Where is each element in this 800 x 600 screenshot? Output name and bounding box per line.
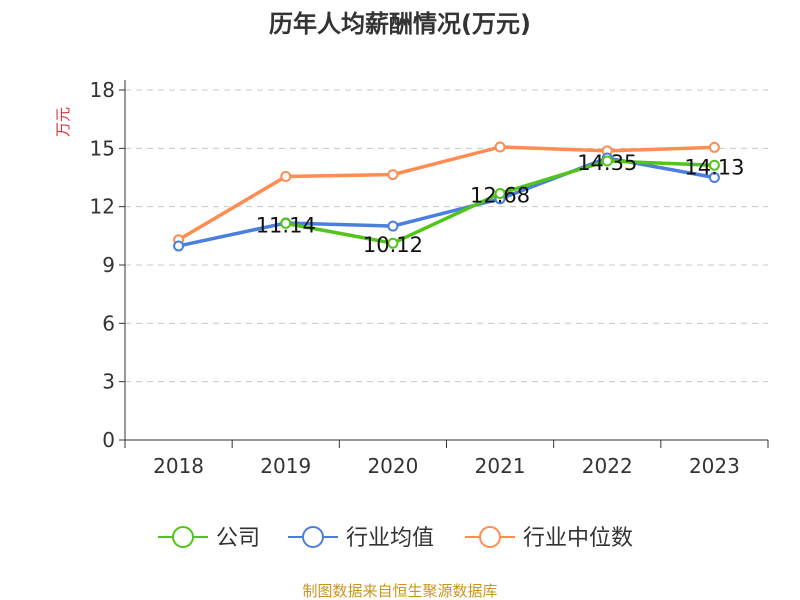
legend-item-0: 公司 [216, 526, 260, 551]
x-tick-label: 2021 [475, 454, 526, 478]
data-point [173, 240, 185, 252]
x-tick-label: 2023 [689, 454, 740, 478]
data-point [708, 159, 720, 171]
data-point [387, 237, 399, 249]
legend-marker-1 [302, 526, 324, 548]
data-point [280, 171, 292, 183]
data-point [601, 155, 613, 167]
y-tick-label: 6 [102, 311, 115, 335]
data-label: 14.35 [577, 151, 637, 175]
y-axis-label: 万元 [54, 107, 72, 137]
data-point [708, 172, 720, 183]
y-tick-label: 3 [102, 370, 115, 394]
y-tick-label: 15 [90, 136, 115, 160]
data-point [708, 141, 720, 153]
data-point [280, 217, 292, 229]
y-tick-label: 12 [90, 195, 115, 219]
legend-item-1: 行业均值 [346, 526, 434, 551]
y-tick-label: 18 [90, 78, 115, 102]
data-label: 12.68 [470, 183, 530, 207]
legend-marker-2 [479, 526, 501, 548]
x-tick-label: 2022 [582, 454, 633, 478]
data-label: 11.14 [256, 213, 316, 237]
data-point [494, 141, 506, 153]
data-label: 10.12 [363, 233, 423, 257]
x-tick-label: 2019 [260, 454, 311, 478]
legend-item-2: 行业中位数 [523, 526, 633, 551]
chart-title: 历年人均薪酬情况(万元) [269, 10, 531, 38]
series-line-2 [177, 145, 715, 242]
footer-source: 制图数据来自恒生聚源数据库 [302, 582, 497, 600]
data-point [494, 187, 506, 199]
y-tick-label: 9 [102, 253, 115, 277]
data-point [387, 220, 399, 232]
x-tick-label: 2018 [153, 454, 204, 478]
x-tick-label: 2020 [367, 454, 418, 478]
data-point [387, 169, 399, 181]
data-label: 14.13 [684, 155, 744, 179]
legend-marker-0 [172, 526, 194, 548]
y-tick-label: 0 [102, 428, 115, 452]
